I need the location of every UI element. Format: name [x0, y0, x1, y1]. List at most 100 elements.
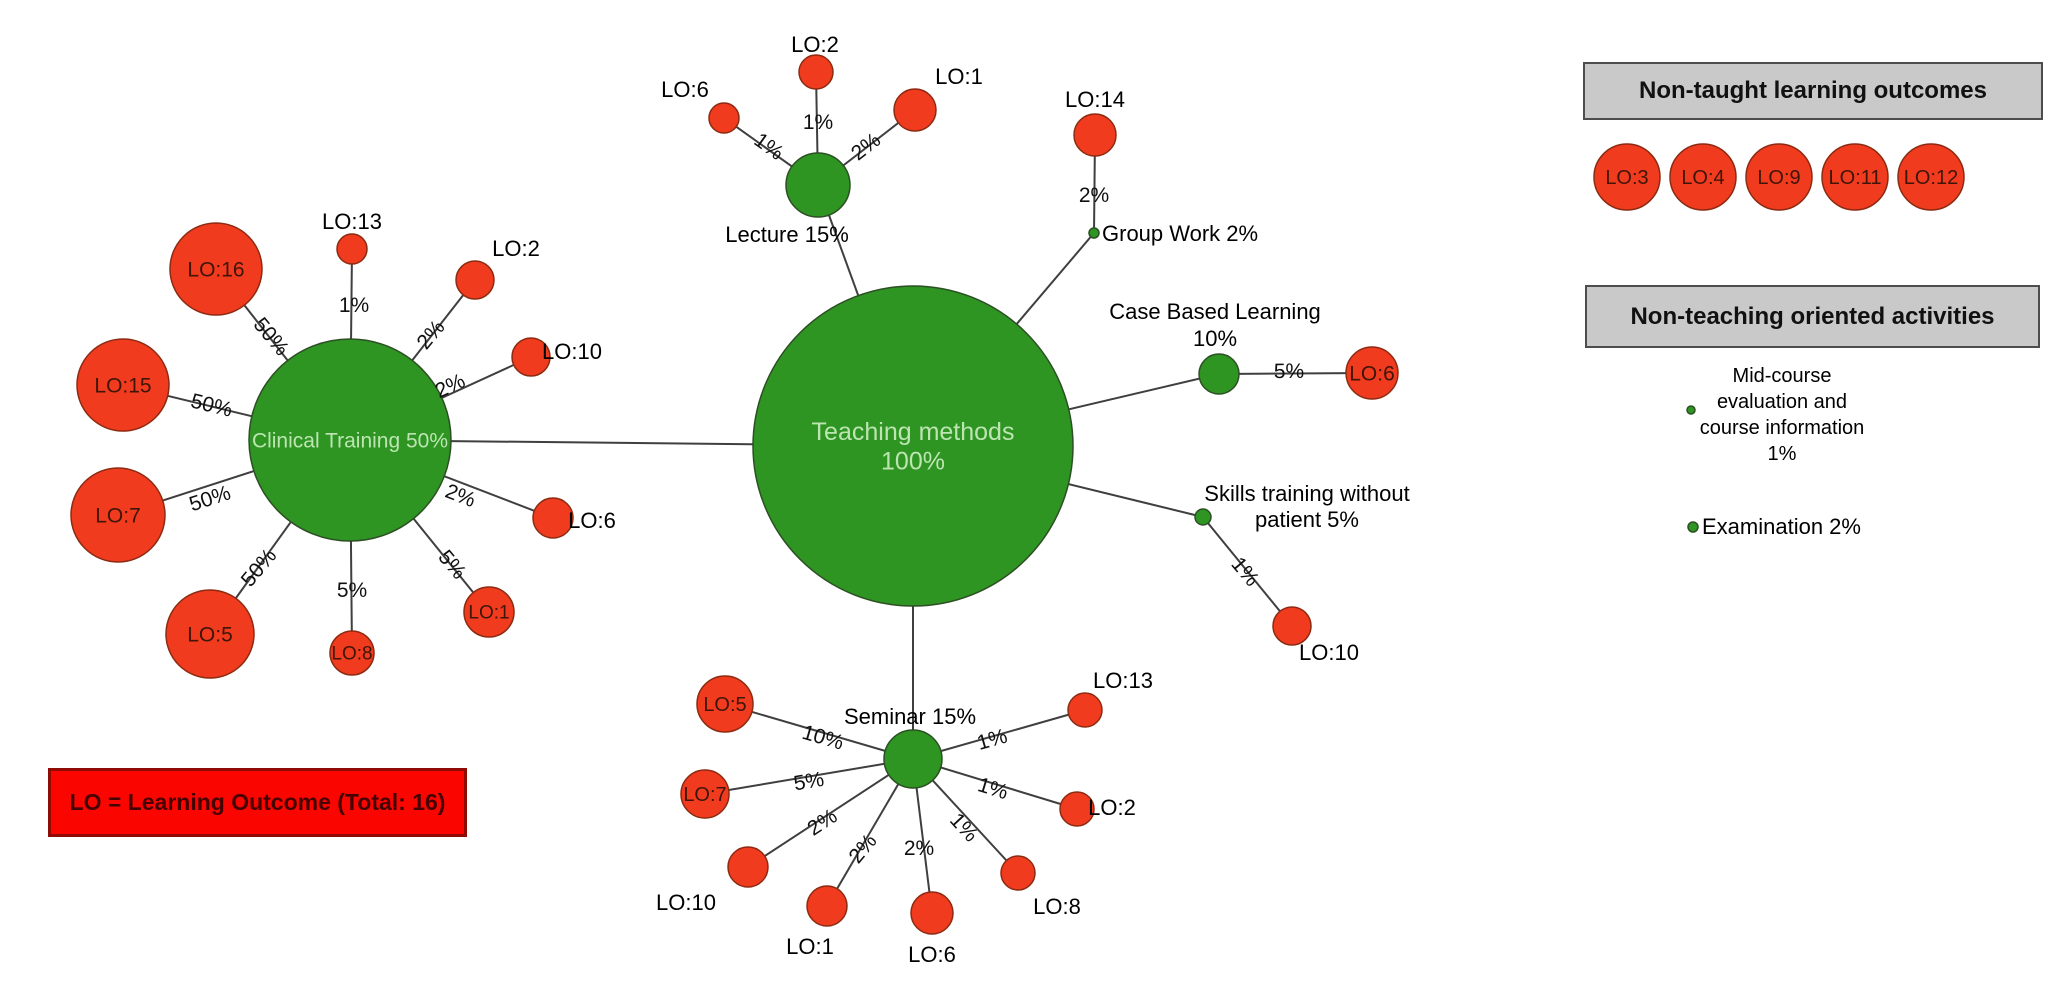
node-teaching-circle: [752, 285, 1074, 607]
edge-casebased-cb6-label: 5%: [1274, 360, 1305, 383]
node-c8-label: LO:8: [331, 644, 372, 665]
node-p4-label: LO:4: [1681, 167, 1724, 189]
node-s6-circle: [910, 891, 954, 935]
node-g14-label-0: LO:14: [1065, 87, 1125, 112]
non-teaching-activities-title: Non-teaching oriented activities: [1630, 302, 1995, 330]
edge-skills-sk10: [1202, 516, 1293, 627]
node-c10-circle: [511, 337, 551, 377]
node-cb6-label: LO:6: [1349, 362, 1395, 385]
node-c7-label: LO:7: [95, 504, 141, 527]
node-teaching-label: 100%: [881, 448, 945, 476]
node-c2-circle: [455, 260, 495, 300]
node-l6-label-0: LO:6: [661, 77, 709, 102]
node-lecture-label-0: Lecture 15%: [725, 222, 849, 247]
edge-seminar-s13-label: 1%: [974, 725, 1009, 755]
edge-seminar-s5: [724, 703, 914, 760]
node-skills-circle: [1194, 508, 1212, 526]
edge-clinical-c8-label: 5%: [337, 579, 367, 602]
non-teaching-activities-header: Non-teaching oriented activities: [1585, 285, 2040, 348]
node-p3-circle: [1593, 143, 1661, 211]
node-p12-circle: [1897, 143, 1965, 211]
node-l2-circle: [798, 54, 834, 90]
node-c1-label: LO:1: [468, 603, 509, 624]
node-c15-circle: [76, 338, 170, 432]
node-midcourse-label-2: course information: [1700, 417, 1865, 439]
node-s2-label-0: LO:2: [1088, 795, 1136, 820]
node-sk10-circle: [1272, 606, 1312, 646]
node-s6-label-0: LO:6: [908, 942, 956, 967]
node-sk10-label-0: LO:10: [1299, 640, 1359, 665]
node-s13-circle: [1067, 692, 1103, 728]
edge-seminar-s6-label: 2%: [904, 837, 934, 860]
node-s7-circle: [680, 769, 730, 819]
node-s10-label-0: LO:10: [656, 890, 716, 915]
edge-seminar-s5-label: 10%: [799, 721, 846, 755]
node-exam-circle: [1687, 521, 1699, 533]
node-l6-circle: [708, 102, 740, 134]
edge-clinical-c6-label: 2%: [442, 480, 479, 512]
node-midcourse-label-3: 1%: [1768, 443, 1797, 465]
node-s1-circle: [806, 885, 848, 927]
node-c5-circle: [165, 589, 255, 679]
node-s2-circle: [1059, 791, 1095, 827]
node-casebased-circle: [1198, 353, 1240, 395]
node-seminar-label-0: Seminar 15%: [844, 704, 976, 729]
node-s8-label-0: LO:8: [1033, 894, 1081, 919]
node-cb6-circle: [1345, 346, 1399, 400]
node-s5-label: LO:5: [703, 694, 746, 716]
node-midcourse-label-0: Mid-course: [1733, 365, 1832, 387]
edge-clinical-c2-label: 2%: [412, 316, 449, 354]
edge-clinical-c15-label: 50%: [188, 390, 234, 422]
node-p11-circle: [1821, 143, 1889, 211]
node-s7-label: LO:7: [683, 784, 726, 806]
node-p12-label: LO:12: [1904, 167, 1958, 189]
node-clinical-label: Clinical Training 50%: [252, 429, 448, 452]
node-c1-circle: [463, 586, 515, 638]
lo-legend-text: LO = Learning Outcome (Total: 16): [69, 789, 446, 815]
edge-lecture-l1-label: 2%: [847, 128, 885, 165]
edge-seminar-s7-label: 5%: [792, 768, 826, 796]
node-groupwork-circle: [1088, 227, 1100, 239]
node-c6-label-0: LO:6: [568, 508, 616, 533]
node-casebased-label-0: Case Based Learning: [1109, 299, 1321, 324]
edge-clinical-c7-label: 50%: [186, 481, 233, 516]
node-clinical-circle: [248, 338, 452, 542]
non-taught-outcomes-header: Non-taught learning outcomes: [1583, 62, 2043, 120]
node-s1-label-0: LO:1: [786, 934, 834, 959]
node-c16-circle: [169, 222, 263, 316]
node-casebased-label-1: 10%: [1193, 326, 1237, 351]
edge-seminar-s1-label: 2%: [844, 830, 881, 868]
node-c7-circle: [70, 467, 166, 563]
edge-clinical-c5-label: 50%: [237, 544, 282, 591]
non-taught-outcomes-title: Non-taught learning outcomes: [1639, 77, 1987, 104]
node-s5-circle: [696, 675, 754, 733]
node-c10-label-0: LO:10: [542, 339, 602, 364]
edge-groupwork-g14-label: 2%: [1079, 184, 1109, 207]
node-l1-label-0: LO:1: [935, 64, 983, 89]
lo-legend-box: LO = Learning Outcome (Total: 16): [48, 768, 467, 837]
node-c13-circle: [336, 233, 368, 265]
node-p9-label: LO:9: [1757, 167, 1800, 189]
node-g14-circle: [1073, 113, 1117, 157]
node-lecture-circle: [785, 152, 851, 218]
node-c16-label: LO:16: [187, 258, 244, 281]
edge-clinical-c13-label: 1%: [339, 294, 369, 317]
edge-seminar-s8-label: 1%: [945, 809, 982, 847]
node-c15-label: LO:15: [94, 374, 151, 397]
node-exam-label-0: Examination 2%: [1702, 514, 1861, 539]
node-seminar-circle: [883, 729, 943, 789]
node-p9-circle: [1745, 143, 1813, 211]
edge-seminar-s10: [747, 758, 914, 868]
node-c13-label-0: LO:13: [322, 209, 382, 234]
edge-seminar-s2-label: 1%: [975, 773, 1011, 804]
node-s10-circle: [727, 846, 769, 888]
node-groupwork-label-0: Group Work 2%: [1102, 221, 1258, 246]
node-c2-label-0: LO:2: [492, 236, 540, 261]
node-l1-circle: [893, 88, 937, 132]
node-s13-label-0: LO:13: [1093, 668, 1153, 693]
node-skills-label-1: patient 5%: [1255, 507, 1359, 532]
node-c8-circle: [329, 630, 375, 676]
node-c5-label: LO:5: [187, 623, 233, 646]
